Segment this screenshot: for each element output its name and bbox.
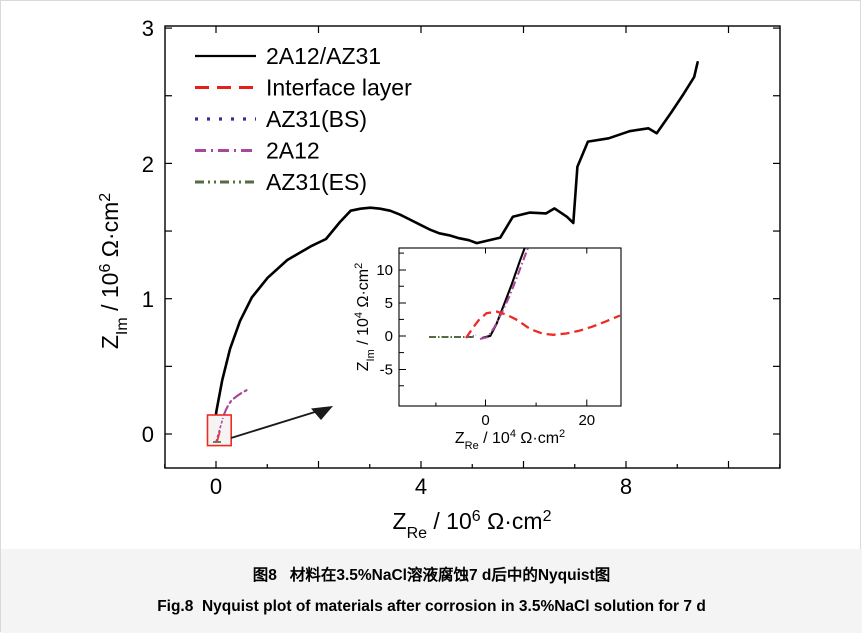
svg-text:3: 3 [142,16,154,41]
svg-text:ZIm / 106 Ω·cm2: ZIm / 106 Ω·cm2 [97,193,131,349]
svg-text:ZRe / 106 Ω·cm2: ZRe / 106 Ω·cm2 [393,508,552,542]
svg-text:ZIm / 104 Ω·cm2: ZIm / 104 Ω·cm2 [353,263,377,371]
svg-text:0: 0 [385,328,393,345]
svg-text:10: 10 [376,262,393,279]
svg-text:1: 1 [142,287,154,312]
svg-text:8: 8 [620,474,632,499]
svg-text:0: 0 [210,474,222,499]
svg-text:AZ31(ES): AZ31(ES) [266,169,367,195]
svg-text:2A12: 2A12 [266,138,320,164]
svg-text:2: 2 [142,152,154,177]
svg-text:AZ31(BS): AZ31(BS) [266,106,367,132]
svg-text:Interface layer: Interface layer [266,75,412,101]
svg-text:0: 0 [481,412,489,429]
svg-text:4: 4 [415,474,427,499]
svg-text:5: 5 [385,295,393,312]
svg-text:2A12/AZ31: 2A12/AZ31 [266,43,381,69]
svg-text:20: 20 [578,412,595,429]
svg-text:-5: -5 [380,362,393,379]
svg-text:ZRe / 104 Ω·cm2: ZRe / 104 Ω·cm2 [455,428,565,452]
svg-text:0: 0 [142,422,154,447]
